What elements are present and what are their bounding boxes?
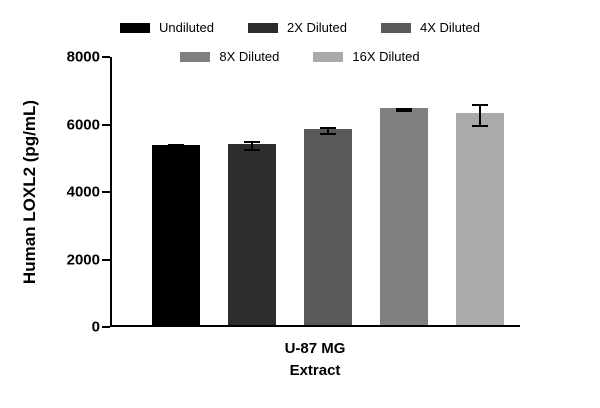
- legend-swatch: [180, 52, 211, 62]
- legend-item: 8X Diluted: [180, 49, 279, 65]
- legend-row: Undiluted 2X Diluted 4X Diluted: [120, 20, 480, 36]
- error-bar-stem: [327, 128, 329, 134]
- error-bar: [320, 126, 336, 136]
- bar-4x-diluted: [304, 128, 352, 325]
- legend-label: 16X Diluted: [352, 49, 420, 64]
- error-bar-stem: [251, 143, 253, 150]
- legend-swatch: [247, 23, 278, 33]
- plot-area: 0 2000 4000 6000 8000: [67, 49, 520, 336]
- legend-label: 4X Diluted: [419, 20, 480, 35]
- legend-item: 2X Diluted: [247, 20, 347, 36]
- legend-swatch: [313, 52, 344, 62]
- legend-item: 4X Diluted: [380, 20, 480, 36]
- bar-2x-diluted: [228, 144, 276, 325]
- legend-swatch: [380, 23, 411, 33]
- error-bar: [396, 108, 412, 113]
- y-tick-mark: [102, 191, 110, 193]
- y-tick-label: 0: [91, 318, 100, 336]
- x-axis-title-line-1: U-87 MG: [284, 340, 346, 357]
- y-tick-label: 6000: [66, 116, 100, 133]
- error-bar: [472, 104, 488, 127]
- chart-legend: Undiluted 2X Diluted 4X Diluted 8X Diluted 1…: [0, 20, 600, 65]
- legend-label: 8X Diluted: [219, 49, 280, 64]
- error-bar-stem: [479, 106, 481, 125]
- y-tick-mark: [102, 56, 110, 58]
- bar-16x-diluted: [456, 113, 504, 325]
- legend-label: 2X Diluted: [286, 20, 347, 35]
- y-tick-label: 8000: [66, 48, 100, 66]
- bar-8x-diluted: [380, 108, 428, 325]
- y-tick-mark: [102, 123, 110, 126]
- y-axis-label: Human LOXL2 (pg/mL): [20, 99, 39, 285]
- y-tick-mark: [102, 258, 110, 261]
- error-bar-stem: [175, 146, 177, 149]
- legend-item: Undiluted: [120, 20, 214, 36]
- error-bar: [244, 141, 260, 152]
- legend-label: Undiluted: [159, 20, 214, 35]
- error-bar: [168, 144, 184, 151]
- x-axis-title-line-2: Extract: [289, 362, 341, 379]
- y-tick-label: 4000: [66, 183, 100, 201]
- legend-row: 8X Diluted 16X Diluted: [180, 49, 420, 65]
- y-tick-mark: [102, 326, 110, 328]
- y-tick-label: 2000: [66, 251, 100, 268]
- bar-undiluted: [152, 145, 200, 325]
- legend-item: 16X Diluted: [313, 49, 420, 65]
- legend-swatch: [120, 23, 151, 33]
